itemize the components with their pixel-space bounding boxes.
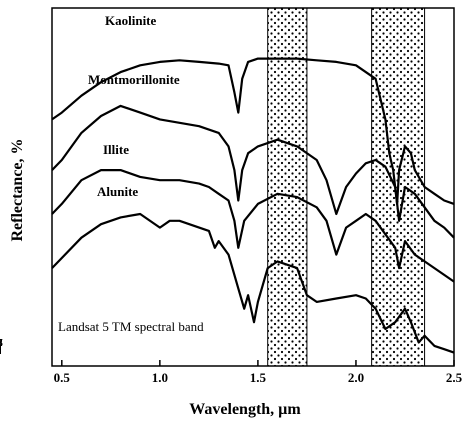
band-label-7: 7 (0, 337, 3, 349)
band-label-3: 3 (0, 337, 3, 349)
series-layer (51, 57, 455, 354)
shaded-bands (267, 7, 426, 367)
x-tick-label-1.0: 1.0 (152, 370, 168, 385)
series-line-illite (51, 169, 455, 283)
band-label-4: 4 (0, 337, 3, 349)
series-line-montmorillonite (51, 104, 455, 239)
series-line-kaolinite (51, 57, 455, 205)
x-tick-label-2.0: 2.0 (348, 370, 364, 385)
band-label-2: 2 (0, 337, 3, 349)
x-tick-label-0.5: 0.5 (54, 370, 71, 385)
x-axis-ticks: 0.5 1.0 1.5 2.0 2.5 (54, 360, 463, 385)
label-alunite: Alunite (97, 184, 138, 199)
series-line-alunite (51, 212, 455, 354)
landsat-annotation: Landsat 5 TM spectral band (58, 319, 204, 334)
label-kaolinite: Kaolinite (105, 13, 157, 28)
shaded-band-0 (267, 7, 308, 367)
band-label-5: 5 (0, 337, 3, 349)
x-axis-title: Wavelength, µm (189, 401, 301, 418)
y-axis-title: Reflectance, % (9, 138, 26, 241)
x-tick-label-1.5: 1.5 (250, 370, 267, 385)
plot-frame (51, 7, 455, 367)
label-montmorillonite: Montmorillonite (88, 72, 180, 87)
x-tick-label-2.5: 2.5 (446, 370, 463, 385)
band-label-1: 1 (0, 337, 3, 349)
label-illite: Illite (103, 142, 129, 157)
